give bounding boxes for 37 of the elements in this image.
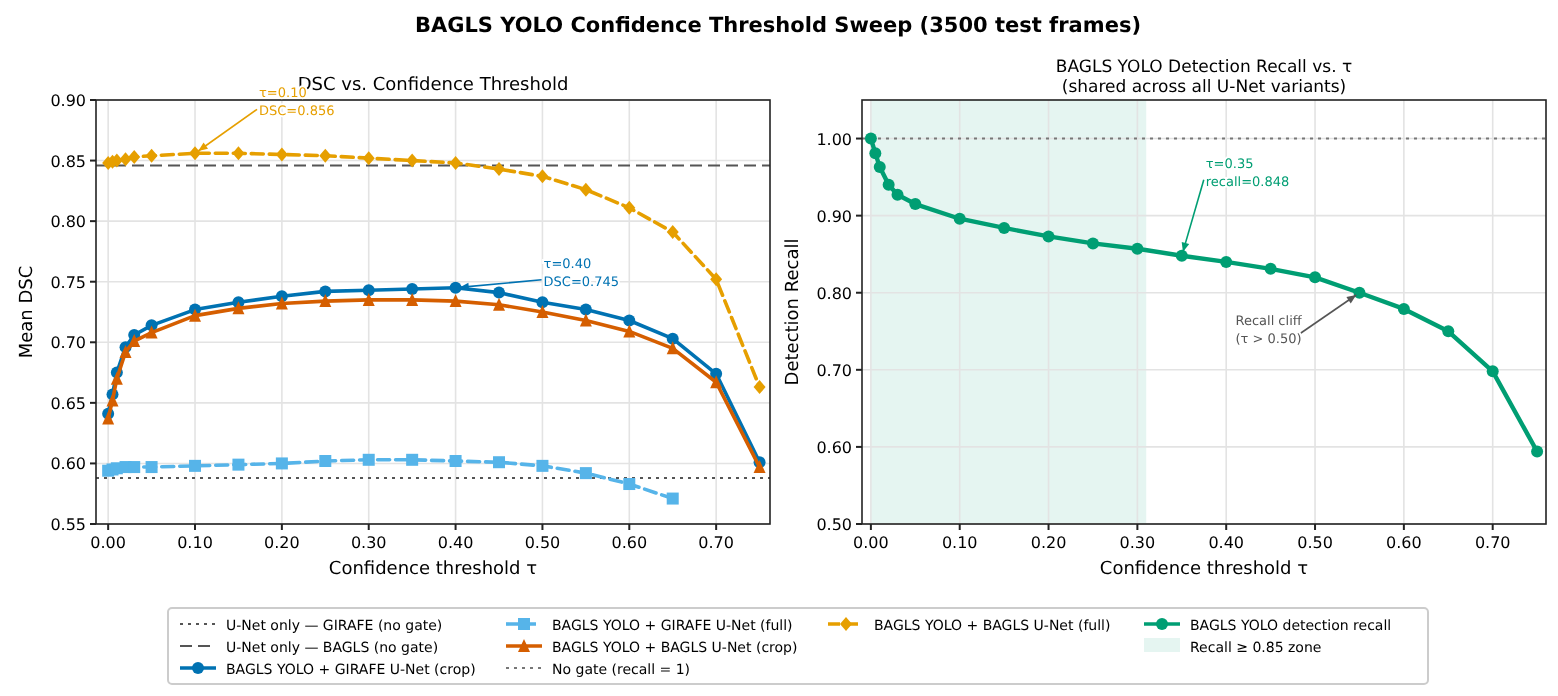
x-tick-label: 0.00	[90, 534, 126, 552]
y-axis-title: Detection Recall	[784, 238, 804, 386]
y-tick-label: 0.65	[50, 394, 86, 413]
y-axis-title: Mean DSC	[18, 265, 38, 359]
x-tick-label: 0.30	[1119, 534, 1156, 552]
y-tick-label: 0.60	[50, 455, 86, 474]
x-tick-label: 0.20	[264, 534, 300, 552]
y-tick-label: 0.70	[816, 361, 852, 380]
y-tick-label: 0.70	[50, 334, 86, 353]
y-tick-label: 1.00	[816, 130, 852, 149]
y-tick-label: 0.90	[816, 207, 852, 226]
x-tick-label: 0.50	[524, 534, 561, 552]
x-axis-title: Confidence threshold τ	[328, 560, 538, 580]
x-tick-label: 0.00	[853, 534, 889, 552]
x-tick-label: 0.60	[1386, 534, 1422, 552]
y-tick-label: 0.90	[50, 92, 86, 110]
x-tick-label: 0.30	[350, 534, 387, 552]
x-tick-label: 0.70	[698, 534, 734, 552]
chart-title: BAGLS YOLO Detection Recall vs. τ	[1055, 58, 1353, 78]
x-tick-label: 0.10	[177, 534, 213, 552]
y-tick-label: 0.80	[50, 213, 86, 232]
x-tick-label: 0.20	[1030, 534, 1067, 552]
y-tick-label: 0.80	[816, 284, 852, 303]
x-axis-title: Confidence threshold τ	[1099, 560, 1309, 580]
x-tick-label: 0.50	[1297, 534, 1333, 552]
chart-title: BAGLS YOLO Confidence Threshold Sweep (3500 test frames)	[414, 14, 1142, 38]
x-tick-label: 0.40	[1208, 534, 1245, 552]
chart-subtitle: (shared across all U-Net variants)	[1061, 78, 1347, 98]
x-tick-label: 0.70	[1474, 534, 1511, 552]
y-tick-label: 0.85	[50, 152, 86, 171]
x-tick-label: 0.40	[437, 534, 474, 552]
y-tick-label: 0.75	[50, 273, 86, 292]
x-tick-label: 0.60	[611, 534, 648, 552]
y-tick-label: 0.50	[816, 516, 852, 534]
y-tick-label: 0.55	[50, 516, 86, 534]
x-tick-label: 0.10	[941, 534, 978, 552]
y-tick-label: 0.60	[816, 438, 852, 457]
